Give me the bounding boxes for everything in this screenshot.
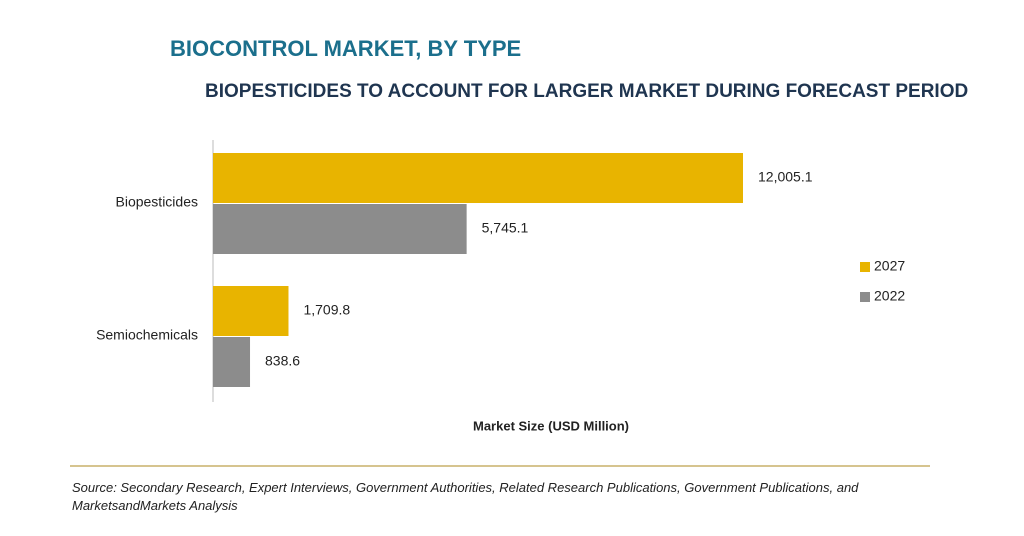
bar	[213, 286, 289, 336]
data-label: 838.6	[265, 353, 300, 369]
x-axis-label: Market Size (USD Million)	[473, 418, 629, 433]
legend-swatch	[860, 262, 870, 272]
bar	[213, 153, 743, 203]
y-tick-label: Biopesticides	[116, 194, 199, 210]
legend-label: 2022	[874, 288, 905, 304]
chart-title: BIOCONTROL MARKET, BY TYPE	[170, 36, 521, 61]
bar	[213, 204, 467, 254]
bar	[213, 337, 251, 387]
y-tick-label: Semiochemicals	[96, 327, 198, 343]
data-label: 5,745.1	[482, 220, 529, 236]
source-note: Source: Secondary Research, Expert Inter…	[72, 480, 859, 513]
legend-label: 2027	[874, 258, 905, 274]
legend-swatch	[860, 292, 870, 302]
data-label: 1,709.8	[303, 302, 350, 318]
data-label: 12,005.1	[758, 169, 813, 185]
chart-subtitle: BIOPESTICIDES TO ACCOUNT FOR LARGER MARK…	[205, 81, 968, 102]
